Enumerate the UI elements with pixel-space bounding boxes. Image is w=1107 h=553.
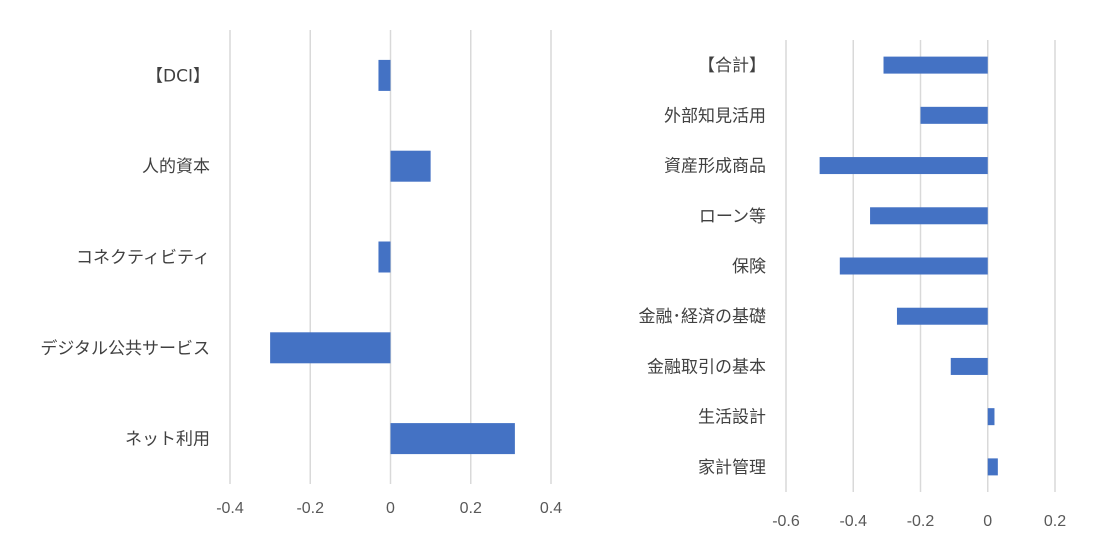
right-bar [950,357,988,375]
right-category-label: 生活設計 [698,408,766,428]
left-bar [390,423,515,455]
right-bar [896,307,988,325]
left-x-tick-label: -0.4 [216,500,244,517]
left-bar [378,59,391,91]
left-category-label: コネクティビティ [76,248,210,268]
left-category-label: 【DCI】 [146,66,210,86]
right-bar [870,207,988,225]
right-x-tick-label: 0 [983,513,992,530]
right-category-label: 外部知見活用 [664,106,766,126]
right-bar [883,56,988,74]
left-bar [390,150,431,182]
left-bar [270,332,391,364]
left-x-tick-label: -0.2 [296,500,324,517]
right-bar [839,257,988,275]
right-bar-chart: -0.6 -0.4 -0.2 0 0.2 【合計】外部知見活用資産形成商品ローン等保険金融… [639,40,1066,530]
right-x-tick-label: -0.4 [839,513,867,530]
right-category-label: 保険 [732,257,766,277]
right-x-tick-label: -0.2 [907,513,935,530]
right-category-label: 金融･経済の基礎 [639,307,767,327]
left-bar [378,241,391,273]
left-category-label: 人的資本 [142,157,210,177]
left-x-tick-label: 0.4 [540,500,562,517]
right-category-label: ローン等 [699,207,766,227]
right-bar [987,408,995,426]
right-category-label: 【合計】 [698,56,766,76]
right-category-label: 家計管理 [698,458,766,478]
right-bar [819,157,988,175]
left-category-label: デジタル公共サービス [40,338,210,359]
left-x-tick-label: 0.2 [460,500,482,517]
right-category-label: 金融取引の基本 [647,357,766,377]
right-category-label: 資産形成商品 [664,157,766,177]
right-bar [987,458,998,476]
left-category-label: ネット利用 [125,430,210,450]
right-x-tick-label: 0.2 [1044,513,1066,530]
left-x-tick-label: 0 [386,500,395,517]
right-bar [920,106,988,124]
right-x-tick-label: -0.6 [772,513,800,530]
left-bar-chart: -0.4 -0.2 0 0.2 0.4 【DCI】人的資本コネクティビティデジタル公共サー… [40,30,562,517]
